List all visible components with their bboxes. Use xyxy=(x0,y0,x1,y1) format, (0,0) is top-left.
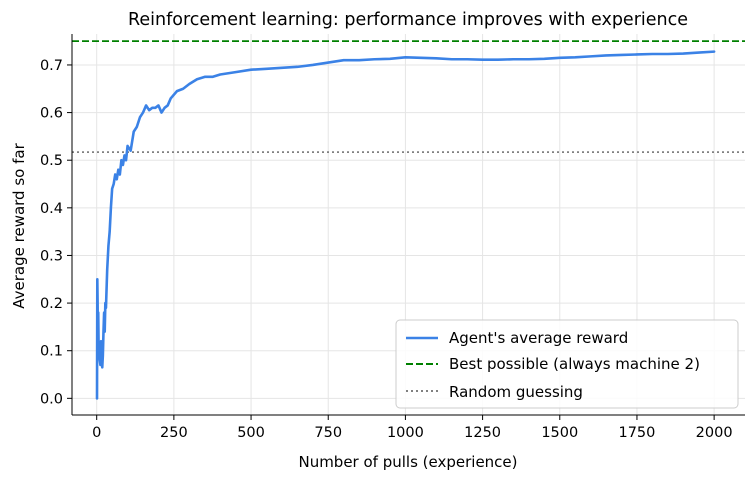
x-tick-label: 500 xyxy=(237,425,265,441)
legend-label-agent: Agent's average reward xyxy=(449,329,628,347)
y-tick-label: 0.1 xyxy=(40,344,63,360)
y-tick-label: 0.4 xyxy=(40,201,63,217)
series-0-line xyxy=(95,50,716,400)
y-tick-label: 0.7 xyxy=(40,58,63,74)
y-tick-label: 0.2 xyxy=(40,296,63,312)
legend-label-random: Random guessing xyxy=(449,383,583,401)
y-ticks: 0.0 0.1 0.2 0.3 0.4 0.5 0.6 0.7 xyxy=(40,58,72,407)
series xyxy=(95,50,716,400)
y-axis-label: Average reward so far xyxy=(10,142,28,308)
x-tick-label: 750 xyxy=(314,425,342,441)
reference-lines xyxy=(72,40,745,154)
x-tick-label: 2000 xyxy=(696,425,733,441)
legend-label-best: Best possible (always machine 2) xyxy=(449,355,700,373)
x-tick-label: 1500 xyxy=(541,425,578,441)
x-tick-label: 0 xyxy=(92,425,101,441)
y-tick-label: 0.5 xyxy=(40,153,63,169)
x-tick-label: 1250 xyxy=(464,425,501,441)
legend: Agent's average reward Best possible (al… xyxy=(395,319,739,409)
chart-title: Reinforcement learning: performance impr… xyxy=(128,10,688,30)
x-axis-label: Number of pulls (experience) xyxy=(298,453,517,471)
y-tick-label: 0.3 xyxy=(40,248,63,264)
y-tick-label: 0.6 xyxy=(40,106,63,122)
x-tick-label: 1750 xyxy=(618,425,655,441)
x-tick-label: 1000 xyxy=(387,425,424,441)
legend-box xyxy=(395,319,739,409)
axes xyxy=(71,34,745,416)
y-tick-label: 0.0 xyxy=(40,391,63,407)
x-ticks: 0 250 500 750 1000 1250 1500 1750 2000 xyxy=(92,415,733,441)
x-tick-label: 250 xyxy=(160,425,188,441)
